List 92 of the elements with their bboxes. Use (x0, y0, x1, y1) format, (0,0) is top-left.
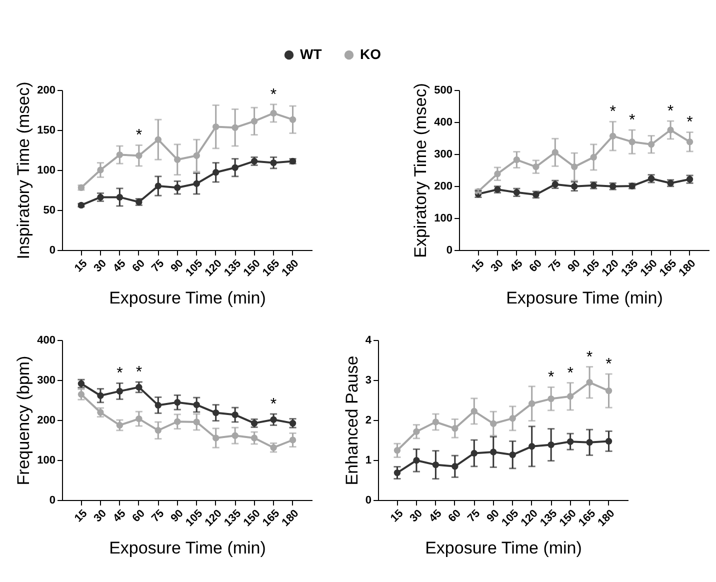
annotation: * (136, 127, 142, 144)
x-tick-label: 15 (72, 508, 90, 525)
y-tick-label: 100 (37, 454, 56, 466)
x-tick-label: 150 (241, 258, 263, 279)
annotation: * (270, 396, 277, 413)
x-tick-label: 150 (241, 508, 263, 529)
x-tick-label: 90 (168, 258, 186, 275)
x-tick-label: 45 (111, 258, 128, 275)
annotation: * (136, 364, 142, 381)
annotation: * (548, 369, 554, 386)
x-tick-label: 60 (130, 508, 148, 525)
y-tick-label: 100 (434, 212, 452, 224)
x-tick-label: 90 (566, 258, 583, 275)
x-tick-label: 90 (484, 508, 502, 525)
x-tick-label: 75 (465, 508, 483, 525)
x-tick-label: 165 (658, 258, 680, 279)
y-axis-title: Enhanced Pause (342, 356, 362, 486)
y-axis-title: Frequency (bpm) (14, 356, 34, 486)
y-tick-label: 3 (365, 374, 372, 386)
legend-label: WT (300, 46, 322, 62)
y-tick-label: 200 (434, 180, 452, 192)
x-tick-label: 105 (184, 258, 206, 279)
annotation: * (686, 114, 693, 132)
x-tick-label: 165 (576, 508, 598, 529)
x-tick-label: 60 (130, 258, 148, 275)
x-tick-label: 45 (111, 508, 128, 525)
x-tick-label: 60 (446, 508, 464, 525)
x-tick-label: 75 (546, 258, 564, 275)
legend-label: KO (360, 46, 382, 62)
y-tick-label: 300 (434, 148, 452, 160)
x-tick-label: 75 (149, 508, 167, 525)
annotation: * (586, 348, 593, 366)
x-tick-label: 180 (280, 258, 302, 279)
x-tick-label: 120 (202, 258, 224, 279)
x-tick-label: 30 (488, 258, 506, 275)
x-axis-title: Exposure Time (min) (109, 538, 266, 558)
annotation: * (270, 86, 277, 104)
y-tick-label: 4 (365, 334, 372, 346)
x-tick-label: 105 (580, 258, 602, 279)
x-axis-title: Exposure Time (min) (109, 288, 266, 308)
x-tick-label: 90 (168, 508, 186, 525)
x-tick-label: 30 (92, 508, 109, 525)
annotation: * (667, 103, 674, 120)
x-tick-label: 135 (619, 258, 641, 279)
y-tick-label: 100 (37, 164, 56, 176)
y-tick-label: 2 (365, 414, 372, 426)
x-tick-label: 150 (557, 508, 579, 529)
x-tick-label: 60 (527, 258, 544, 275)
y-tick-label: 400 (434, 116, 452, 128)
x-tick-label: 165 (260, 258, 282, 279)
x-tick-label: 45 (427, 508, 444, 525)
x-tick-label: 105 (500, 508, 522, 529)
annotation: * (628, 112, 636, 129)
x-tick-label: 135 (222, 508, 244, 529)
y-tick-label: 0 (365, 494, 372, 506)
x-tick-label: 105 (184, 508, 206, 529)
y-tick-label: 0 (49, 244, 56, 256)
y-tick-label: 150 (37, 124, 56, 136)
x-tick-label: 45 (508, 258, 526, 275)
x-tick-label: 180 (676, 258, 698, 279)
x-tick-label: 75 (149, 258, 167, 275)
x-tick-label: 15 (72, 258, 90, 275)
x-tick-label: 30 (92, 258, 109, 275)
x-tick-label: 180 (596, 508, 618, 529)
annotation: * (116, 365, 123, 382)
y-tick-label: 200 (37, 84, 56, 96)
y-tick-label: 0 (49, 494, 56, 506)
x-tick-label: 120 (600, 258, 622, 279)
x-tick-label: 15 (388, 508, 406, 525)
x-tick-label: 120 (518, 508, 540, 529)
annotation: * (567, 364, 574, 382)
y-axis-title: Expiratory Time (msec) (411, 83, 430, 258)
x-tick-label: 120 (202, 508, 224, 529)
y-tick-label: 200 (37, 414, 56, 426)
y-tick-label: 500 (434, 84, 452, 96)
x-tick-label: 165 (260, 508, 282, 529)
x-tick-label: 180 (280, 508, 302, 529)
annotation: * (610, 104, 616, 121)
x-tick-label: 135 (538, 508, 560, 529)
y-tick-label: 300 (37, 374, 56, 386)
x-tick-label: 30 (408, 508, 425, 525)
y-tick-label: 400 (37, 334, 56, 346)
y-tick-label: 1 (365, 454, 372, 466)
y-tick-label: 0 (446, 244, 452, 256)
annotation: * (606, 356, 612, 373)
y-tick-label: 50 (43, 204, 56, 216)
x-axis-title: Exposure Time (min) (425, 538, 582, 558)
x-tick-label: 150 (638, 258, 660, 279)
x-tick-label: 135 (222, 258, 244, 279)
x-axis-title: Exposure Time (min) (506, 288, 663, 308)
y-axis-title: Inspiratory Time (msec) (14, 82, 34, 260)
x-tick-label: 15 (470, 258, 487, 275)
